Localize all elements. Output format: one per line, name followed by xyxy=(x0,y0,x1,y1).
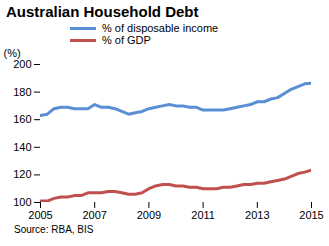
html-text:% of GDP: % of GDP xyxy=(102,34,151,46)
svg-text:2005: 2005 xyxy=(28,209,52,221)
html-text:Source: RBA, BIS: Source: RBA, BIS xyxy=(14,224,94,235)
svg-text:120: 120 xyxy=(13,168,31,180)
svg-text:2007: 2007 xyxy=(82,209,106,221)
svg-text:(%): (%) xyxy=(4,47,21,59)
svg-text:2015: 2015 xyxy=(299,209,323,221)
svg-text:100: 100 xyxy=(13,196,31,208)
svg-text:2009: 2009 xyxy=(137,209,161,221)
html-text:% of disposable income: % of disposable income xyxy=(102,22,219,34)
svg-text:180: 180 xyxy=(13,86,31,98)
svg-text:160: 160 xyxy=(13,113,31,125)
svg-text:2013: 2013 xyxy=(245,209,269,221)
svg-text:2011: 2011 xyxy=(191,209,215,221)
svg-text:140: 140 xyxy=(13,141,31,153)
html-text:Australian Household Debt: Australian Household Debt xyxy=(6,3,199,20)
svg-text:200: 200 xyxy=(13,58,31,70)
